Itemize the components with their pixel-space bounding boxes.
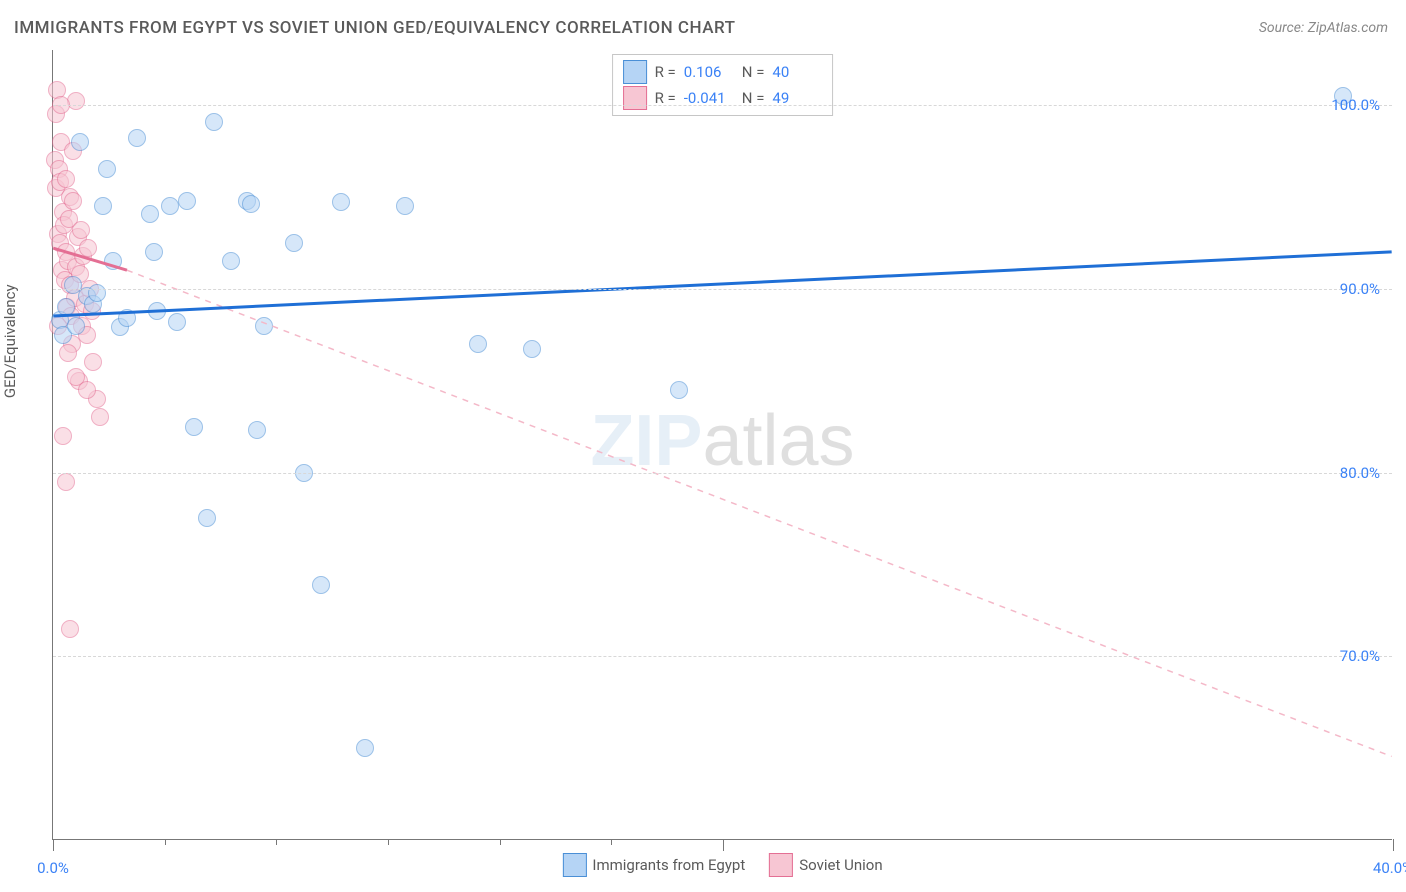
x-tick-minor xyxy=(388,839,389,845)
scatter-point xyxy=(98,160,116,178)
scatter-point xyxy=(57,170,75,188)
trend-line xyxy=(53,252,1391,316)
gridline xyxy=(53,289,1392,290)
scatter-point xyxy=(255,317,273,335)
x-tick-major xyxy=(723,839,724,851)
stats-swatch-soviet xyxy=(623,86,647,110)
scatter-point xyxy=(185,418,203,436)
trend-line xyxy=(127,270,1392,756)
scatter-point xyxy=(128,129,146,147)
scatter-point xyxy=(168,313,186,331)
stats-row-egypt: R = 0.106 N = 40 xyxy=(623,59,823,85)
scatter-point xyxy=(57,298,75,316)
x-tick-label: 0.0% xyxy=(37,859,69,877)
y-tick-label: 90.0% xyxy=(1310,280,1380,298)
scatter-point xyxy=(356,739,374,757)
scatter-point xyxy=(71,133,89,151)
y-tick-label: 70.0% xyxy=(1310,647,1380,665)
stats-r-label: R = xyxy=(655,63,676,81)
scatter-point xyxy=(178,192,196,210)
scatter-point xyxy=(222,252,240,270)
scatter-point xyxy=(57,473,75,491)
y-tick-label: 80.0% xyxy=(1310,464,1380,482)
scatter-point xyxy=(72,221,90,239)
legend-item-soviet: Soviet Union xyxy=(769,853,882,877)
scatter-point xyxy=(54,427,72,445)
chart-container: IMMIGRANTS FROM EGYPT VS SOVIET UNION GE… xyxy=(0,0,1406,892)
watermark-atlas: atlas xyxy=(702,400,854,480)
x-tick-label: 40.0% xyxy=(1373,859,1406,877)
scatter-point xyxy=(312,576,330,594)
scatter-point xyxy=(198,509,216,527)
stats-r-value: 0.106 xyxy=(684,63,734,81)
scatter-point xyxy=(67,317,85,335)
scatter-point xyxy=(242,195,260,213)
plot-area: ZIPatlas R = 0.106 N = 40 R = -0.041 N =… xyxy=(52,50,1392,840)
watermark-zip: ZIP xyxy=(590,400,702,480)
y-axis-label: GED/Equivalency xyxy=(1,284,19,398)
legend: Immigrants from Egypt Soviet Union xyxy=(562,853,882,877)
scatter-point xyxy=(94,197,112,215)
chart-title: IMMIGRANTS FROM EGYPT VS SOVIET UNION GE… xyxy=(14,18,735,38)
stats-swatch-egypt xyxy=(623,60,647,84)
legend-swatch-egypt xyxy=(562,853,586,877)
legend-item-egypt: Immigrants from Egypt xyxy=(562,853,745,877)
watermark: ZIPatlas xyxy=(590,399,854,481)
scatter-point xyxy=(79,239,97,257)
legend-swatch-soviet xyxy=(769,853,793,877)
scatter-point xyxy=(88,284,106,302)
stats-n-value: 40 xyxy=(772,63,822,81)
scatter-point xyxy=(248,421,266,439)
x-tick-minor xyxy=(500,839,501,845)
x-tick-major xyxy=(1393,839,1394,851)
x-tick-major xyxy=(53,839,54,851)
scatter-point xyxy=(64,192,82,210)
scatter-point xyxy=(396,197,414,215)
legend-label: Soviet Union xyxy=(799,856,882,874)
legend-label: Immigrants from Egypt xyxy=(592,856,745,874)
scatter-point xyxy=(91,408,109,426)
scatter-point xyxy=(59,344,77,362)
gridline xyxy=(53,105,1392,106)
gridline xyxy=(53,656,1392,657)
x-tick-minor xyxy=(276,839,277,845)
scatter-point xyxy=(84,353,102,371)
stats-row-soviet: R = -0.041 N = 49 xyxy=(623,85,823,111)
scatter-point xyxy=(523,340,541,358)
scatter-point xyxy=(61,620,79,638)
scatter-point xyxy=(118,309,136,327)
scatter-point xyxy=(67,368,85,386)
scatter-point xyxy=(469,335,487,353)
scatter-point xyxy=(145,243,163,261)
x-tick-minor xyxy=(611,839,612,845)
scatter-point xyxy=(285,234,303,252)
correlation-stats-box: R = 0.106 N = 40 R = -0.041 N = 49 xyxy=(612,54,834,116)
scatter-point xyxy=(161,197,179,215)
scatter-point xyxy=(141,205,159,223)
stats-n-label: N = xyxy=(742,63,765,81)
scatter-point xyxy=(205,113,223,131)
source-attribution: Source: ZipAtlas.com xyxy=(1259,20,1388,36)
gridline xyxy=(53,473,1392,474)
scatter-point xyxy=(104,252,122,270)
y-tick-label: 100.0% xyxy=(1310,96,1380,114)
scatter-point xyxy=(148,302,166,320)
chart-lines-layer xyxy=(53,50,1392,839)
scatter-point xyxy=(670,381,688,399)
scatter-point xyxy=(332,193,350,211)
x-tick-minor xyxy=(165,839,166,845)
